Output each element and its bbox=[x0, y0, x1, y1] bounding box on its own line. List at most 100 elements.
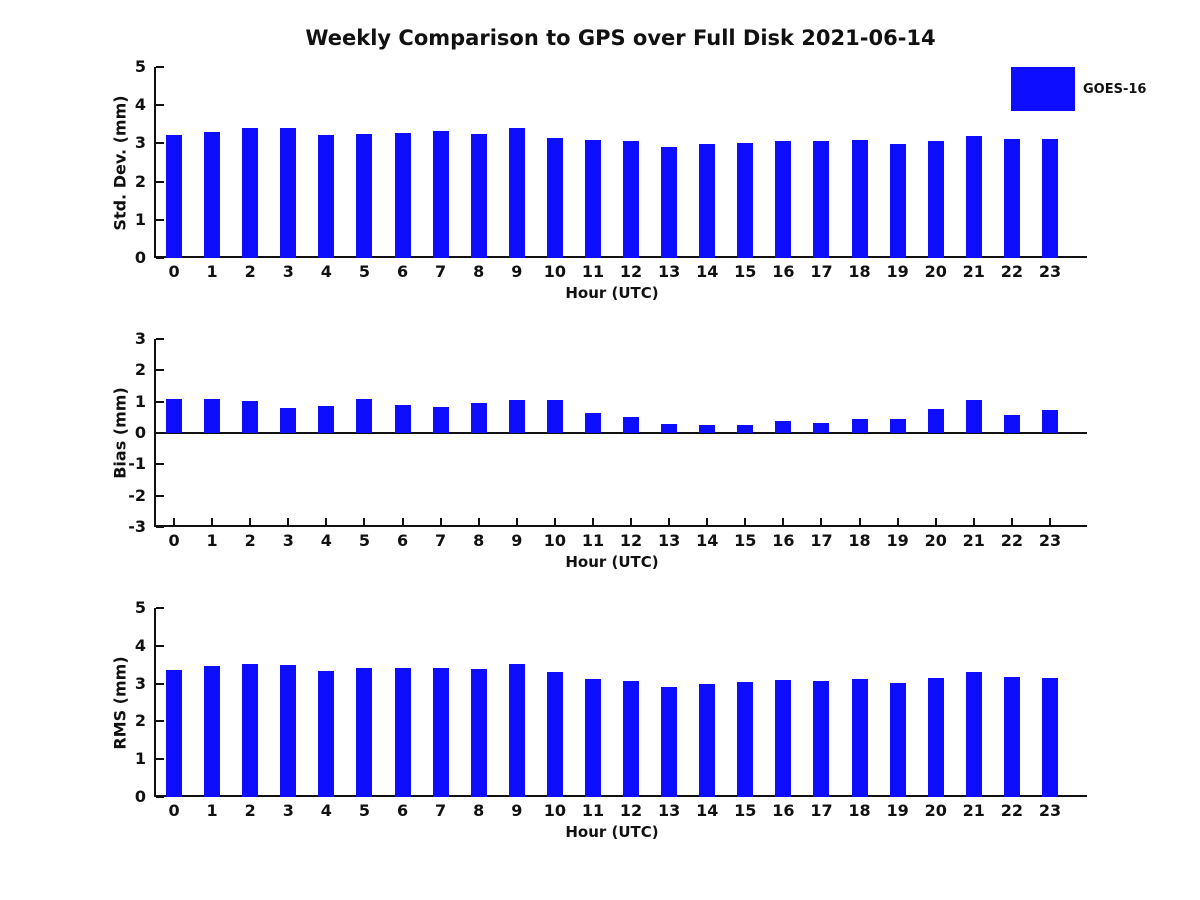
x-tick-label: 19 bbox=[886, 801, 909, 820]
x-tick bbox=[515, 518, 518, 525]
bar bbox=[965, 400, 982, 433]
plot-area bbox=[154, 607, 1087, 798]
bar bbox=[318, 671, 335, 797]
x-tick-label: 22 bbox=[1000, 262, 1023, 281]
x-tick-label: 11 bbox=[581, 531, 605, 550]
plot-area bbox=[154, 66, 1087, 259]
bar bbox=[737, 142, 754, 258]
bar bbox=[851, 418, 868, 433]
x-tick-label: 2 bbox=[244, 531, 256, 550]
x-tick-label: 21 bbox=[962, 262, 985, 281]
bar bbox=[280, 665, 297, 797]
bar bbox=[965, 671, 982, 797]
bar bbox=[851, 139, 868, 258]
x-tick-label: 19 bbox=[886, 531, 909, 550]
x-tick-label: 8 bbox=[473, 801, 485, 820]
y-tick bbox=[156, 400, 164, 403]
bar bbox=[927, 141, 944, 258]
x-tick bbox=[553, 518, 556, 525]
x-tick-label: 3 bbox=[282, 262, 294, 281]
x-tick-label: 21 bbox=[962, 531, 985, 550]
bar bbox=[889, 418, 906, 433]
y-tick-label: 0 bbox=[134, 787, 146, 806]
bar bbox=[737, 682, 754, 797]
x-tick bbox=[477, 518, 480, 525]
x-tick-label: 10 bbox=[543, 531, 566, 550]
y-axis-spine bbox=[154, 608, 156, 797]
bar bbox=[546, 672, 563, 797]
x-tick-label: 13 bbox=[657, 262, 681, 281]
x-tick bbox=[630, 518, 633, 525]
x-tick-label: 14 bbox=[696, 531, 719, 550]
bar bbox=[889, 144, 906, 258]
bar bbox=[965, 136, 982, 258]
bar bbox=[470, 402, 487, 433]
x-tick-label: 15 bbox=[734, 262, 757, 281]
x-tick-label: 22 bbox=[1000, 531, 1023, 550]
bar bbox=[927, 408, 944, 433]
y-tick-label: 3 bbox=[134, 673, 146, 693]
y-tick bbox=[156, 526, 164, 528]
x-tick-label: 6 bbox=[396, 801, 409, 820]
x-tick-label: 22 bbox=[1000, 801, 1023, 820]
bar bbox=[813, 141, 830, 258]
bar bbox=[623, 141, 640, 258]
x-tick-label: 17 bbox=[810, 531, 833, 550]
bar bbox=[1003, 677, 1020, 797]
bar bbox=[661, 687, 678, 797]
x-tick-label: 0 bbox=[168, 801, 180, 820]
y-tick bbox=[156, 682, 164, 685]
bar bbox=[432, 406, 449, 433]
x-tick-label: 16 bbox=[772, 801, 795, 820]
x-tick-label: 18 bbox=[848, 531, 871, 550]
x-tick-label: 5 bbox=[358, 801, 371, 820]
x-tick-label: 9 bbox=[511, 801, 523, 820]
chart-title: Weekly Comparison to GPS over Full Disk … bbox=[305, 26, 936, 50]
y-tick bbox=[156, 494, 164, 497]
x-tick-label: 3 bbox=[282, 801, 294, 820]
x-tick-label: 23 bbox=[1038, 801, 1062, 820]
x-tick bbox=[325, 518, 328, 525]
y-tick-label: 5 bbox=[134, 57, 146, 76]
bar bbox=[242, 663, 259, 797]
y-tick-label: 2 bbox=[134, 711, 146, 731]
bar bbox=[432, 668, 449, 797]
y-tick bbox=[156, 180, 164, 183]
bar bbox=[775, 680, 792, 797]
bar bbox=[699, 144, 716, 258]
x-tick-label: 9 bbox=[511, 262, 523, 281]
bar bbox=[204, 398, 221, 433]
x-tick-label: 16 bbox=[772, 531, 795, 550]
zero-line bbox=[154, 432, 1087, 434]
bar bbox=[813, 681, 830, 797]
x-axis-spine bbox=[154, 256, 1087, 258]
y-tick bbox=[156, 644, 164, 647]
x-tick-label: 1 bbox=[206, 531, 218, 550]
y-tick bbox=[156, 257, 164, 259]
bar bbox=[242, 401, 259, 433]
y-tick bbox=[156, 104, 164, 107]
bar bbox=[280, 128, 297, 258]
x-tick-label: 0 bbox=[168, 531, 180, 550]
x-tick-label: 6 bbox=[396, 262, 409, 281]
x-tick bbox=[744, 518, 747, 525]
y-tick bbox=[156, 607, 164, 609]
bar bbox=[356, 668, 373, 797]
x-tick-label: 13 bbox=[657, 531, 681, 550]
bar bbox=[508, 128, 525, 258]
bar bbox=[432, 130, 449, 258]
y-tick-label: -3 bbox=[128, 517, 146, 536]
x-tick bbox=[363, 518, 366, 525]
x-tick-label: 14 bbox=[696, 262, 719, 281]
x-axis-spine bbox=[154, 795, 1087, 797]
x-tick-label: 10 bbox=[543, 262, 566, 281]
x-tick-label: 5 bbox=[358, 262, 371, 281]
y-tick bbox=[156, 142, 164, 145]
legend: GOES-16 bbox=[1011, 67, 1146, 111]
y-tick-label: 5 bbox=[134, 598, 146, 617]
x-tick-label: 10 bbox=[543, 801, 566, 820]
bar bbox=[584, 412, 601, 433]
y-tick-label: 3 bbox=[134, 133, 146, 153]
x-tick bbox=[820, 518, 823, 525]
